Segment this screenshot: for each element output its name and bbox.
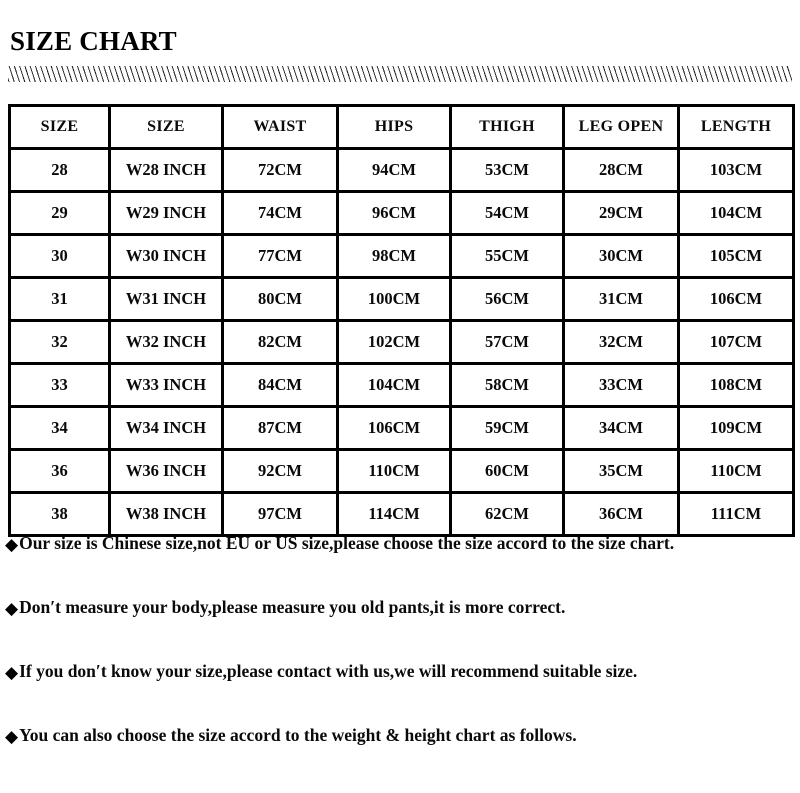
table-row: 30 W30 INCH 77CM 98CM 55CM 30CM 105CM (8, 233, 795, 279)
cell-size-7: 36 (8, 448, 111, 494)
cell-size-8: W38 INCH (108, 491, 224, 537)
cell-size-1: 29 (8, 190, 111, 236)
cell-size-7: W36 INCH (108, 448, 224, 494)
table-header-row: SIZE SIZE WAIST HIPS THIGH LEG OPEN LENGTH (8, 104, 795, 150)
cell-waist-4: 82CM (221, 319, 339, 365)
cell-thigh-0: 53CM (449, 147, 565, 193)
cell-hips-2: 98CM (336, 233, 452, 279)
cell-size-3: 31 (8, 276, 111, 322)
column-header-5: LEG OPEN (562, 104, 680, 150)
diamond-bullet-icon: ◆ (5, 535, 19, 555)
diagonal-hatch-divider-icon (8, 66, 792, 82)
cell-size-0: 28 (8, 147, 111, 193)
table-row: 33 W33 INCH 84CM 104CM 58CM 33CM 108CM (8, 362, 795, 408)
cell-leg-open-1: 29CM (562, 190, 680, 236)
cell-size-4: W32 INCH (108, 319, 224, 365)
cell-hips-1: 96CM (336, 190, 452, 236)
cell-length-1: 104CM (677, 190, 795, 236)
note-text: Don′t measure your body,please measure y… (19, 597, 566, 617)
table-row: 29 W29 INCH 74CM 96CM 54CM 29CM 104CM (8, 190, 795, 236)
hatch-stripes (8, 66, 792, 82)
notes-list: ◆ Our size is Chinese size,not EU or US s… (5, 533, 797, 790)
column-header-2: WAIST (221, 104, 339, 150)
size-chart-table: SIZE SIZE WAIST HIPS THIGH LEG OPEN LENGTH 28 W… (8, 104, 795, 537)
cell-leg-open-3: 31CM (562, 276, 680, 322)
table-row: 34 W34 INCH 87CM 106CM 59CM 34CM 109CM (8, 405, 795, 451)
cell-thigh-3: 56CM (449, 276, 565, 322)
cell-size-6: W34 INCH (108, 405, 224, 451)
cell-waist-0: 72CM (221, 147, 339, 193)
cell-size-3: W31 INCH (108, 276, 224, 322)
cell-size-5: 33 (8, 362, 111, 408)
cell-hips-5: 104CM (336, 362, 452, 408)
column-header-3: HIPS (336, 104, 452, 150)
cell-thigh-2: 55CM (449, 233, 565, 279)
note-item: ◆ You can also choose the size accord to … (5, 725, 797, 790)
page-title: SIZE CHART (10, 26, 177, 56)
cell-hips-8: 114CM (336, 491, 452, 537)
cell-waist-6: 87CM (221, 405, 339, 451)
table-row: 36 W36 INCH 92CM 110CM 60CM 35CM 110CM (8, 448, 795, 494)
cell-thigh-7: 60CM (449, 448, 565, 494)
cell-size-0: W28 INCH (108, 147, 224, 193)
table-row: 38 W38 INCH 97CM 114CM 62CM 36CM 111CM (8, 491, 795, 537)
cell-hips-7: 110CM (336, 448, 452, 494)
cell-leg-open-5: 33CM (562, 362, 680, 408)
cell-size-4: 32 (8, 319, 111, 365)
cell-thigh-8: 62CM (449, 491, 565, 537)
cell-waist-1: 74CM (221, 190, 339, 236)
cell-length-2: 105CM (677, 233, 795, 279)
cell-size-2: W30 INCH (108, 233, 224, 279)
table-row: 32 W32 INCH 82CM 102CM 57CM 32CM 107CM (8, 319, 795, 365)
cell-size-6: 34 (8, 405, 111, 451)
note-item: ◆ Don′t measure your body,please measure … (5, 597, 797, 662)
note-item: ◆ If you don′t know your size,please cont… (5, 661, 797, 726)
cell-hips-4: 102CM (336, 319, 452, 365)
cell-length-5: 108CM (677, 362, 795, 408)
cell-leg-open-8: 36CM (562, 491, 680, 537)
cell-leg-open-6: 34CM (562, 405, 680, 451)
diamond-bullet-icon: ◆ (5, 727, 19, 747)
column-header-0: SIZE (8, 104, 111, 150)
cell-length-0: 103CM (677, 147, 795, 193)
cell-leg-open-7: 35CM (562, 448, 680, 494)
table-row: 31 W31 INCH 80CM 100CM 56CM 31CM 106CM (8, 276, 795, 322)
cell-leg-open-4: 32CM (562, 319, 680, 365)
column-header-4: THIGH (449, 104, 565, 150)
cell-length-3: 106CM (677, 276, 795, 322)
column-header-1: SIZE (108, 104, 224, 150)
cell-size-2: 30 (8, 233, 111, 279)
note-text: If you don′t know your size,please conta… (19, 661, 638, 681)
cell-size-8: 38 (8, 491, 111, 537)
cell-length-7: 110CM (677, 448, 795, 494)
cell-waist-3: 80CM (221, 276, 339, 322)
cell-length-8: 111CM (677, 491, 795, 537)
cell-length-6: 109CM (677, 405, 795, 451)
cell-length-4: 107CM (677, 319, 795, 365)
cell-hips-0: 94CM (336, 147, 452, 193)
cell-waist-2: 77CM (221, 233, 339, 279)
cell-thigh-5: 58CM (449, 362, 565, 408)
cell-leg-open-0: 28CM (562, 147, 680, 193)
diamond-bullet-icon: ◆ (5, 663, 19, 683)
cell-waist-8: 97CM (221, 491, 339, 537)
cell-waist-5: 84CM (221, 362, 339, 408)
cell-size-1: W29 INCH (108, 190, 224, 236)
note-text: Our size is Chinese size,not EU or US si… (19, 533, 675, 553)
diamond-bullet-icon: ◆ (5, 599, 19, 619)
note-item: ◆ Our size is Chinese size,not EU or US s… (5, 533, 797, 598)
note-text: You can also choose the size accord to t… (19, 725, 577, 745)
cell-thigh-4: 57CM (449, 319, 565, 365)
cell-waist-7: 92CM (221, 448, 339, 494)
cell-hips-6: 106CM (336, 405, 452, 451)
column-header-6: LENGTH (677, 104, 795, 150)
cell-leg-open-2: 30CM (562, 233, 680, 279)
cell-thigh-1: 54CM (449, 190, 565, 236)
cell-hips-3: 100CM (336, 276, 452, 322)
cell-size-5: W33 INCH (108, 362, 224, 408)
table-row: 28 W28 INCH 72CM 94CM 53CM 28CM 103CM (8, 147, 795, 193)
cell-thigh-6: 59CM (449, 405, 565, 451)
